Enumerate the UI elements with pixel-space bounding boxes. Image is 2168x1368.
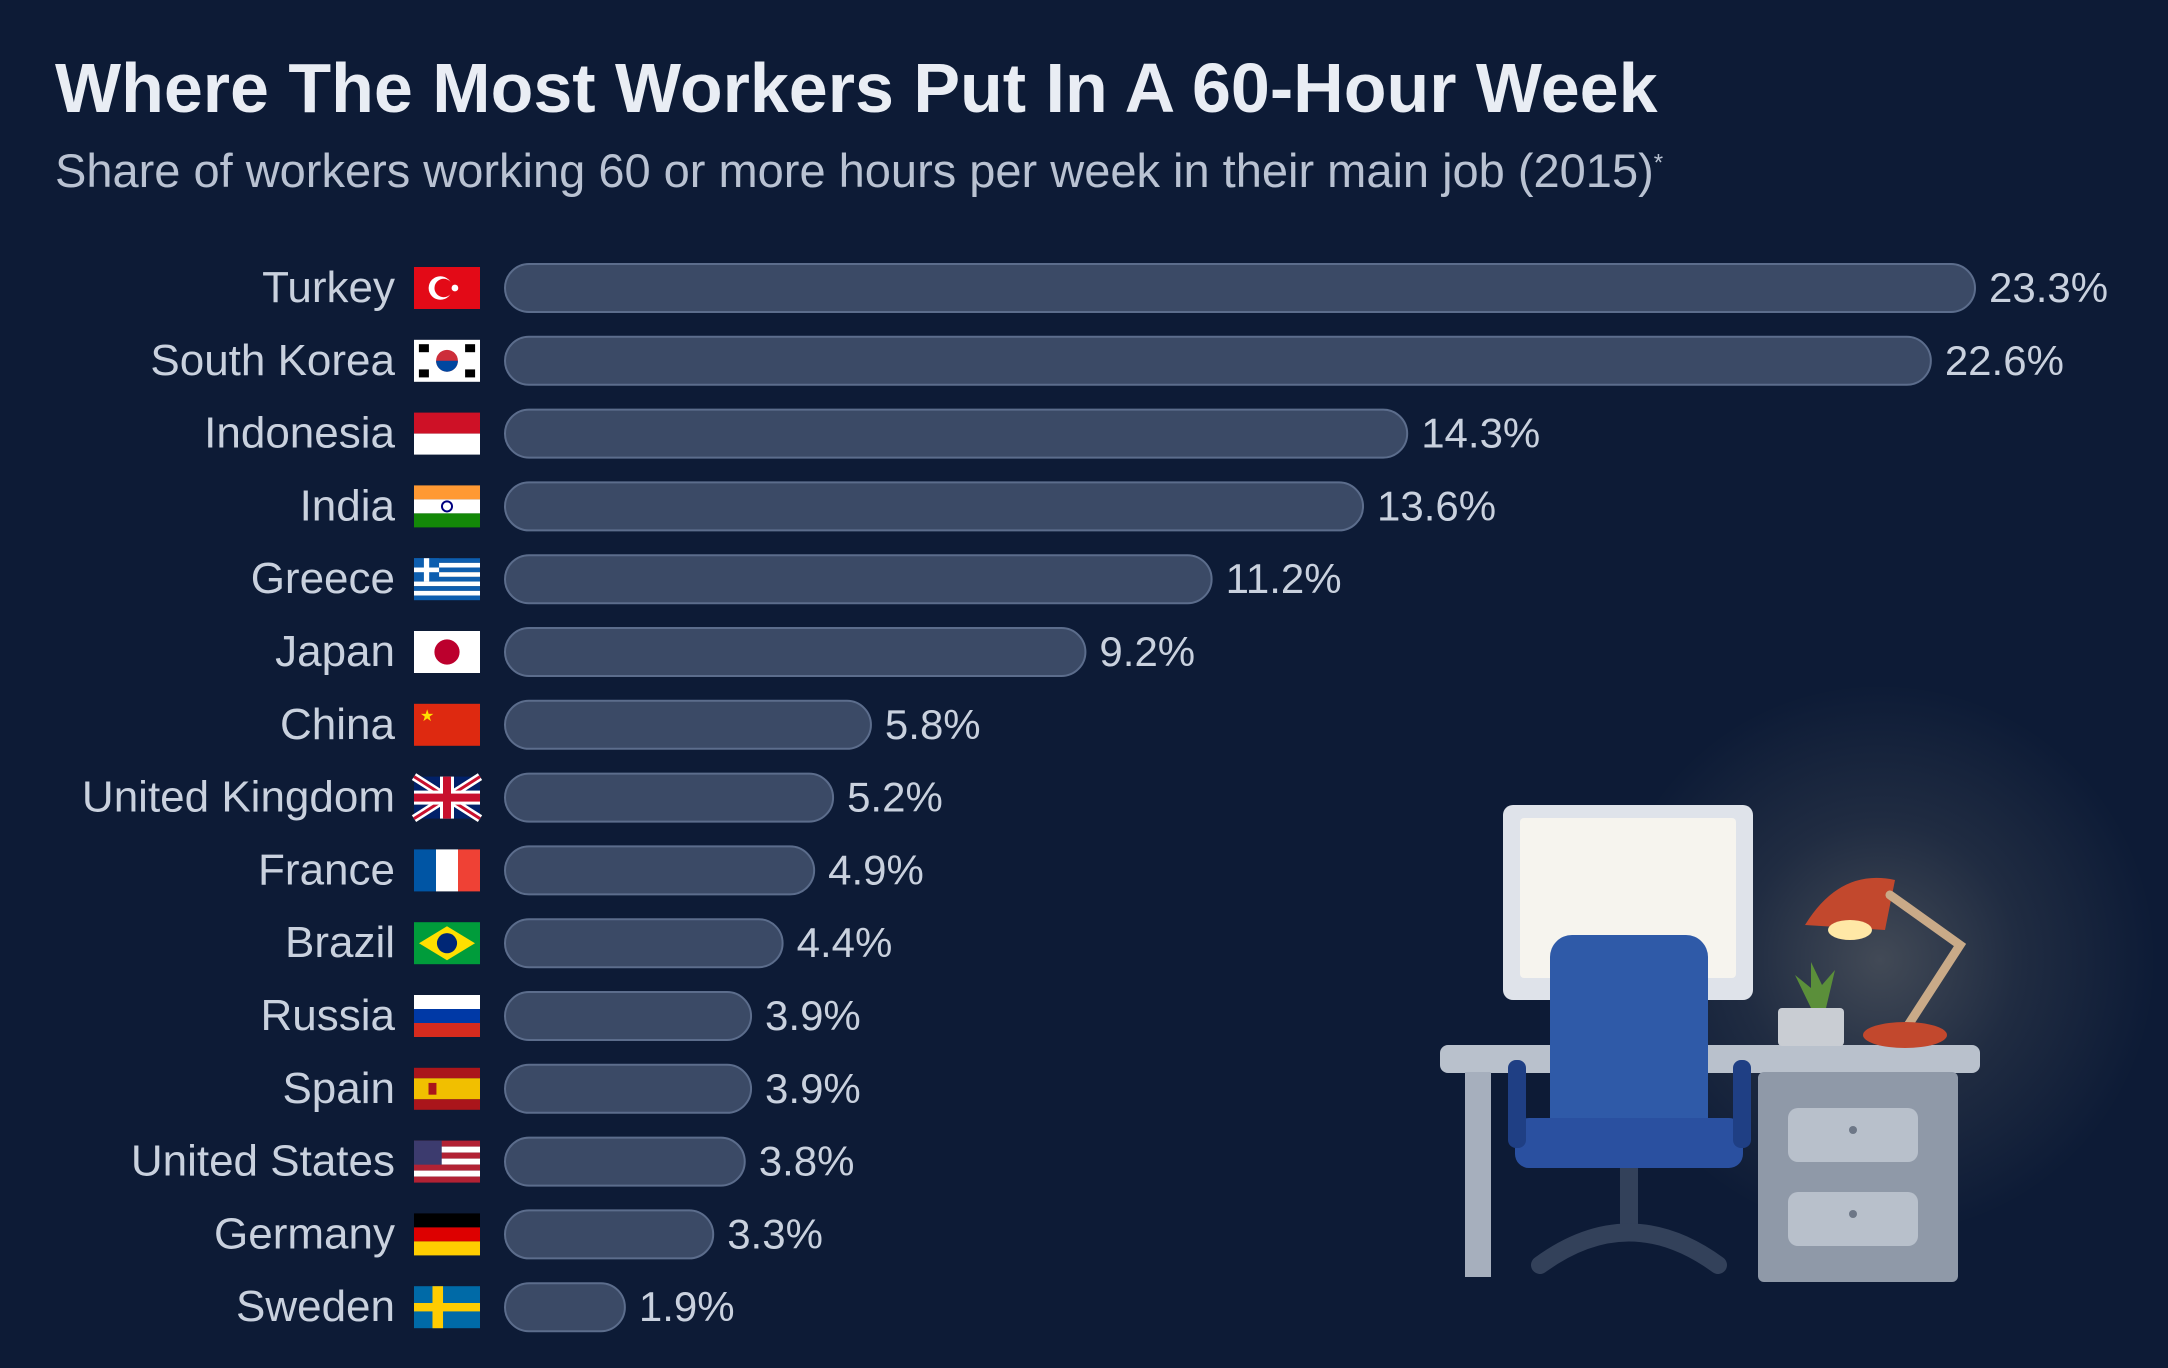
plant-pot (1778, 1008, 1844, 1046)
bar-germany (504, 1209, 715, 1260)
chair-post (1620, 1168, 1638, 1228)
country-label-indonesia: Indonesia (204, 409, 395, 458)
sweden-flag-icon (414, 1286, 480, 1329)
bar-united-kingdom (504, 772, 835, 823)
country-label-china: China (280, 700, 395, 749)
desk-drawer-bottom (1788, 1192, 1918, 1246)
bar-spain (504, 1063, 753, 1114)
bar-brazil (504, 918, 784, 969)
country-label-russia: Russia (261, 991, 396, 1040)
country-label-germany: Germany (214, 1209, 395, 1258)
chair-seat (1515, 1118, 1743, 1168)
country-label-brazil: Brazil (285, 918, 395, 967)
bar-china (504, 699, 872, 750)
bar-turkey (504, 263, 1976, 313)
bar-russia (504, 991, 753, 1041)
country-label-sweden: Sweden (236, 1282, 395, 1331)
value-label-sweden: 1.9% (639, 1283, 735, 1330)
united-kingdom-flag-icon (411, 773, 483, 822)
chair-back (1550, 935, 1708, 1140)
chart-title: Where The Most Workers Put In A 60-Hour … (55, 49, 1658, 127)
bars-group: Turkey 23.3% South Korea 22.6% Indonesia 14.3… (82, 263, 2108, 1333)
lamp-base (1863, 1022, 1947, 1048)
spain-flag-icon (414, 1067, 480, 1110)
desk-illustration-icon (1440, 805, 1980, 1282)
plant-leaves (1795, 962, 1835, 1008)
chair-arm-right (1733, 1060, 1751, 1148)
value-label-germany: 3.3% (727, 1210, 823, 1257)
value-label-united-states: 3.8% (759, 1138, 855, 1185)
chair-arm-left (1508, 1060, 1526, 1148)
germany-flag-icon (414, 1213, 480, 1256)
country-label-japan: Japan (275, 627, 395, 676)
country-label-united-states: United States (131, 1137, 395, 1186)
russia-flag-icon (414, 995, 480, 1037)
bar-france (504, 845, 816, 896)
bar-japan (504, 627, 1087, 677)
bar-india (504, 481, 1365, 532)
bar-south-korea (504, 335, 1932, 386)
country-label-united-kingdom: United Kingdom (82, 773, 395, 822)
subtitle-footnote-mark: * (1653, 149, 1664, 177)
svg-text:★: ★ (420, 706, 434, 725)
country-label-turkey: Turkey (262, 263, 395, 312)
value-label-greece: 11.2% (1226, 555, 1342, 602)
value-label-china: 5.8% (885, 701, 981, 748)
lamp-arm (1885, 890, 1967, 1035)
value-label-france: 4.9% (828, 846, 924, 893)
drawer-knob-bottom (1849, 1210, 1857, 1218)
desk-left-leg (1465, 1072, 1491, 1277)
country-label-india: India (300, 481, 396, 530)
lamp-shade (1805, 877, 1895, 930)
bar-united-states (504, 1136, 746, 1187)
drawer-knob-top (1849, 1126, 1857, 1134)
value-label-united-kingdom: 5.2% (847, 774, 943, 821)
lamp-bulb (1828, 920, 1872, 940)
desk-cabinet (1758, 1072, 1958, 1282)
south-korea-flag-icon (414, 339, 480, 382)
value-label-spain: 3.9% (765, 1065, 861, 1112)
indonesia-flag-icon (414, 412, 480, 455)
value-label-russia: 3.9% (765, 992, 861, 1039)
value-label-indonesia: 14.3% (1421, 410, 1540, 457)
value-label-japan: 9.2% (1099, 628, 1195, 675)
value-label-south-korea: 22.6% (1945, 337, 2064, 384)
japan-flag-icon (414, 631, 480, 673)
france-flag-icon (414, 849, 480, 892)
subtitle-text: Share of workers working 60 or more hour… (55, 144, 1654, 197)
desk-drawer-top (1788, 1108, 1918, 1162)
turkey-flag-icon (414, 267, 480, 309)
india-flag-icon (414, 485, 480, 528)
country-label-south-korea: South Korea (150, 336, 395, 385)
bar-sweden (504, 1282, 626, 1333)
bar-indonesia (504, 408, 1409, 459)
value-label-turkey: 23.3% (1989, 264, 2108, 311)
chart-subtitle: Share of workers working 60 or more hour… (55, 143, 1663, 198)
china-flag-icon: ★ (414, 703, 480, 746)
country-label-greece: Greece (251, 554, 395, 603)
brazil-flag-icon (414, 922, 480, 965)
greece-flag-icon (414, 558, 480, 601)
united-states-flag-icon (414, 1140, 480, 1183)
value-label-india: 13.6% (1377, 482, 1496, 529)
country-label-spain: Spain (282, 1064, 395, 1113)
country-label-france: France (258, 845, 395, 894)
bar-greece (504, 554, 1213, 605)
chair-base (1531, 1223, 1727, 1274)
value-label-brazil: 4.4% (797, 919, 893, 966)
